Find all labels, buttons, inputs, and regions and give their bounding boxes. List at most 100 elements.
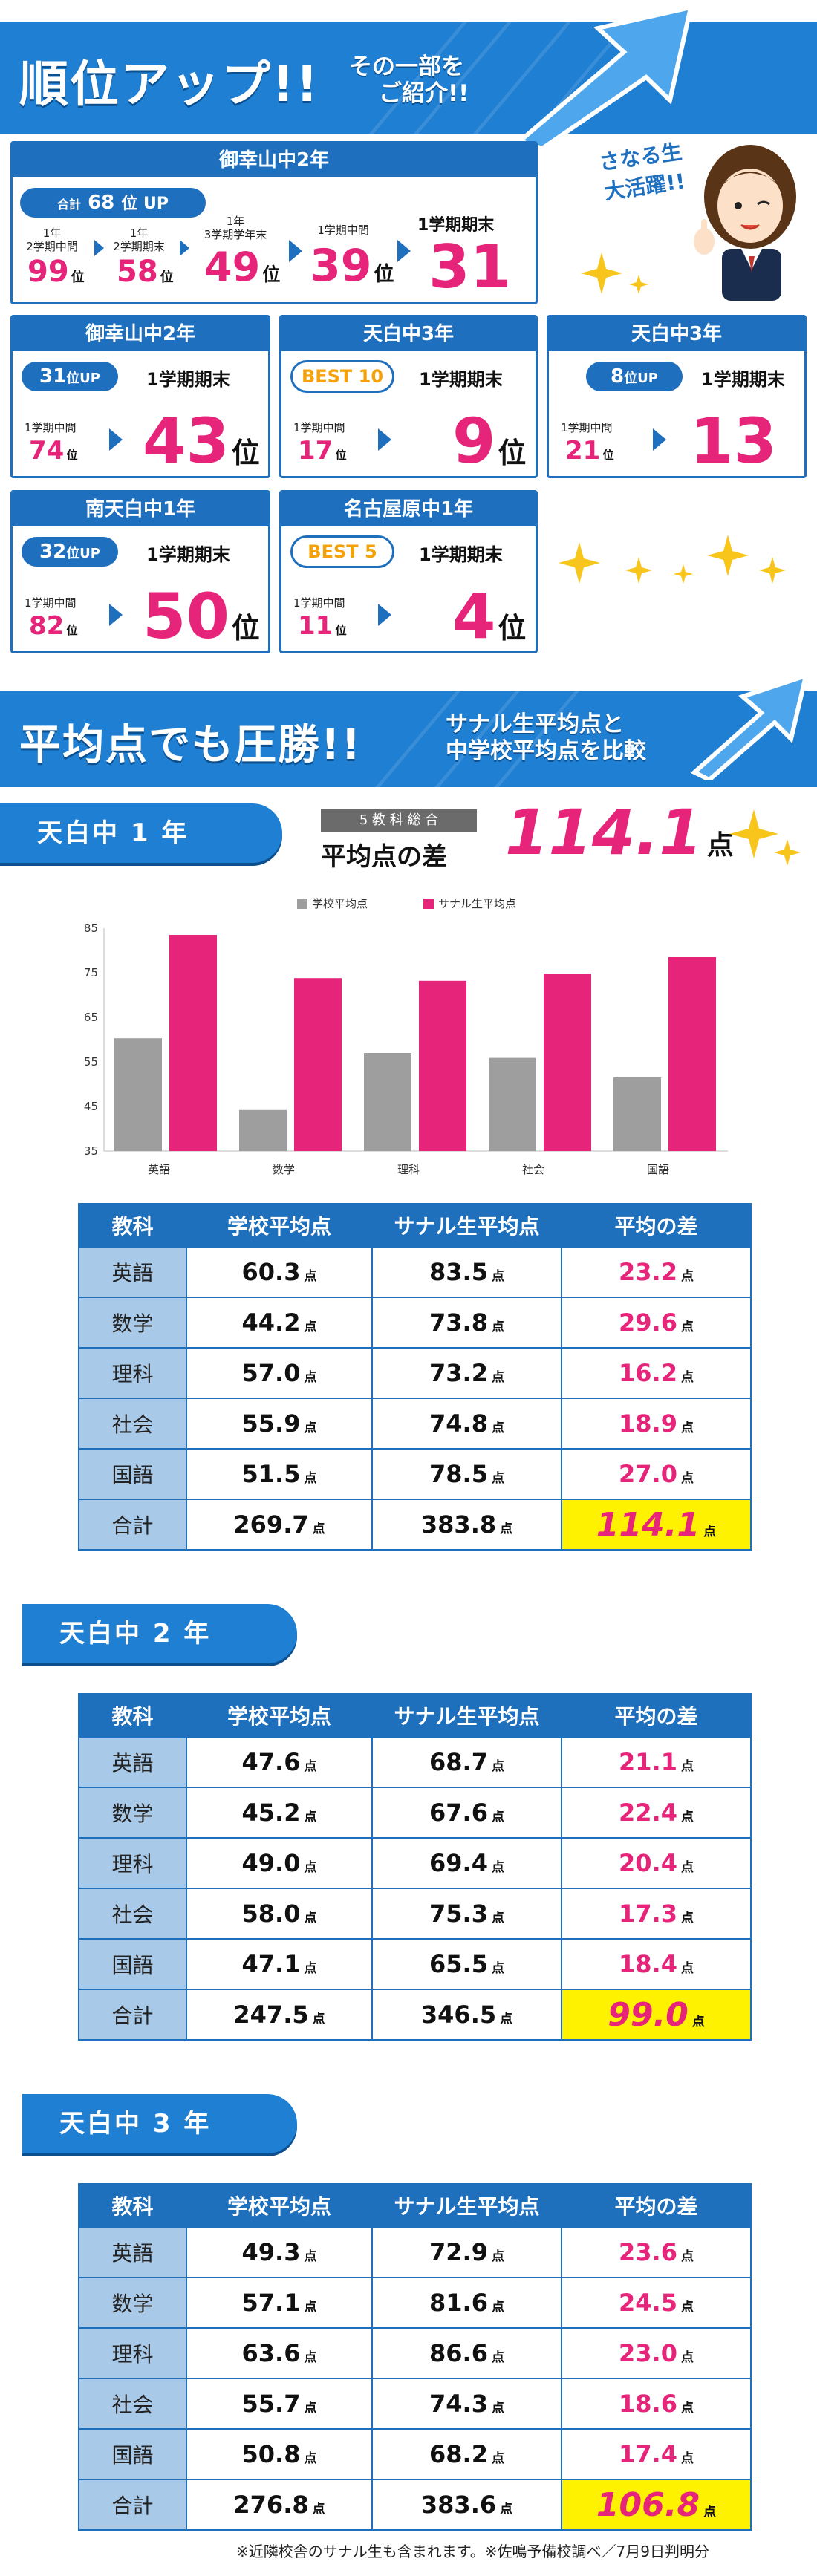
best-pill: BEST 5	[290, 535, 394, 568]
subject-cell: 国語	[78, 2428, 187, 2480]
table-row: 合計 247.5 点 346.5 点 99.0 点	[78, 1989, 752, 2041]
table-row: 数学 44.2 点 73.8 点 29.6 点	[78, 1297, 752, 1349]
before-label: 1学期中間	[293, 421, 345, 434]
table-row: 社会 55.7 点 74.3 点 18.6 点	[78, 2378, 752, 2430]
card-school: 天白中3年	[281, 317, 536, 351]
before-label: 1学期中間	[561, 421, 613, 434]
score-cell: 51.5 点	[186, 1448, 373, 1500]
column-header: 学校平均点	[186, 1693, 373, 1738]
step3-rank: 49 位	[204, 244, 281, 290]
score-cell: 47.1 点	[186, 1938, 373, 1990]
section1-subtitle-line1: その一部を	[349, 53, 464, 80]
y-tick-label: 85	[84, 922, 98, 935]
bar-school-2	[364, 1053, 411, 1151]
step2-rank: 58 位	[117, 255, 174, 289]
arrow-right-icon	[180, 240, 189, 256]
tab-grade3: 天白中 3 年	[22, 2094, 297, 2153]
subject-cell: 英語	[78, 1246, 187, 1298]
subject-cell: 社会	[78, 1888, 187, 1940]
after-label: 1学期期末	[419, 369, 503, 390]
score-cell: 75.3 点	[371, 1888, 562, 1940]
rank-up-pill: 31位UP	[22, 362, 118, 391]
diff-cell: 23.2 点	[561, 1246, 752, 1298]
diff-cell: 17.3 点	[561, 1888, 752, 1940]
after-label: 1学期期末	[419, 544, 503, 565]
rank-card-1: 御幸山中2年 31位UP 1学期期末 1学期中間 74 位 43位	[10, 315, 270, 478]
card-school: 御幸山中2年	[13, 143, 536, 177]
bar-sanaru-3	[544, 974, 591, 1151]
column-header: 教科	[78, 1203, 187, 1248]
after-rank: 50位	[143, 580, 260, 653]
rank-card-2: 天白中3年 BEST 10 1学期期末 1学期中間 17 位 9位	[279, 315, 538, 478]
diff-cell: 18.4 点	[561, 1938, 752, 1990]
score-table-grade3: 教科 学校平均点 サナル生平均点 平均の差 英語 49.3 点 72.9 点 23.6 点数学 57.…	[78, 2183, 752, 2531]
x-tick-label: 数学	[273, 1163, 295, 1176]
score-cell: 49.0 点	[186, 1837, 373, 1889]
score-cell: 73.8 点	[371, 1297, 562, 1349]
section1-subtitle: その一部を ご紹介!!	[349, 53, 469, 107]
diff-cell: 106.8 点	[561, 2479, 752, 2531]
card-school: 名古屋原中1年	[281, 492, 536, 526]
score-cell: 383.8 点	[371, 1499, 562, 1551]
x-tick-label: 国語	[647, 1163, 669, 1176]
score-cell: 55.9 点	[186, 1398, 373, 1450]
column-header: 平均の差	[561, 1203, 752, 1248]
table-row: 国語 51.5 点 78.5 点 27.0 点	[78, 1448, 752, 1500]
column-header: 学校平均点	[186, 1203, 373, 1248]
subject-cell: 社会	[78, 2378, 187, 2430]
bar-sanaru-0	[169, 935, 217, 1151]
score-cell: 81.6 点	[371, 2277, 562, 2329]
summary-label: 平均点の差	[321, 842, 447, 872]
score-cell: 269.7 点	[186, 1499, 373, 1551]
y-tick-label: 65	[84, 1011, 98, 1024]
column-header: 教科	[78, 2183, 187, 2228]
column-header: 平均の差	[561, 1693, 752, 1738]
score-table-grade1: 教科 学校平均点 サナル生平均点 平均の差 英語 60.3 点 83.5 点 23.2 点数学 44.…	[78, 1203, 752, 1551]
arrow-right-icon	[653, 428, 666, 451]
score-cell: 74.8 点	[371, 1398, 562, 1450]
section1-title: 順位アップ!!	[19, 56, 320, 113]
y-tick-label: 75	[84, 966, 98, 979]
score-cell: 45.2 点	[186, 1787, 373, 1839]
table-row: 数学 57.1 点 81.6 点 24.5 点	[78, 2277, 752, 2329]
diff-cell: 23.0 点	[561, 2327, 752, 2379]
rank-up-pill: 8位UP	[586, 362, 683, 391]
diff-cell: 20.4 点	[561, 1837, 752, 1889]
score-cell: 65.5 点	[371, 1938, 562, 1990]
rank-up-pill: 32位UP	[22, 537, 118, 567]
table-row: 合計 269.7 点 383.8 点 114.1 点	[78, 1499, 752, 1551]
score-cell: 68.7 点	[371, 1736, 562, 1788]
bar-sanaru-4	[668, 957, 716, 1151]
subject-cell: 理科	[78, 2327, 187, 2379]
before-rank: 82 位	[29, 611, 78, 641]
subject-cell: 数学	[78, 1787, 187, 1839]
x-tick-label: 社会	[522, 1163, 544, 1176]
score-cell: 44.2 点	[186, 1297, 373, 1349]
after-label: 1学期期末	[701, 369, 785, 390]
step2-label: 1年 2学期期末	[113, 226, 165, 253]
score-cell: 383.6 点	[371, 2479, 562, 2531]
table-row: 国語 47.1 点 65.5 点 18.4 点	[78, 1938, 752, 1990]
legend-label: サナル生平均点	[438, 897, 516, 910]
before-rank: 74 位	[29, 436, 78, 466]
subject-cell: 英語	[78, 1736, 187, 1788]
subject-cell: 理科	[78, 1837, 187, 1889]
subject-cell: 数学	[78, 1297, 187, 1349]
x-tick-label: 英語	[148, 1163, 170, 1176]
table-row: 国語 50.8 点 68.2 点 17.4 点	[78, 2428, 752, 2480]
legend-swatch	[423, 899, 434, 909]
after-rank: 9位	[452, 405, 527, 477]
score-cell: 55.7 点	[186, 2378, 373, 2430]
rank-card-4: 南天白中1年 32位UP 1学期期末 1学期中間 82 位 50位	[10, 490, 270, 653]
score-cell: 57.0 点	[186, 1347, 373, 1399]
table-row: 合計 276.8 点 383.6 点 106.8 点	[78, 2479, 752, 2531]
subject-cell: 合計	[78, 1989, 187, 2041]
score-cell: 49.3 点	[186, 2226, 373, 2278]
score-cell: 68.2 点	[371, 2428, 562, 2480]
tab-grade1: 天白中 1 年	[0, 803, 282, 863]
diff-cell: 18.9 点	[561, 1398, 752, 1450]
after-label: 1学期期末	[146, 369, 230, 390]
card-school: 御幸山中2年	[13, 317, 268, 351]
bar-sanaru-1	[294, 978, 342, 1151]
y-tick-label: 55	[84, 1055, 98, 1069]
